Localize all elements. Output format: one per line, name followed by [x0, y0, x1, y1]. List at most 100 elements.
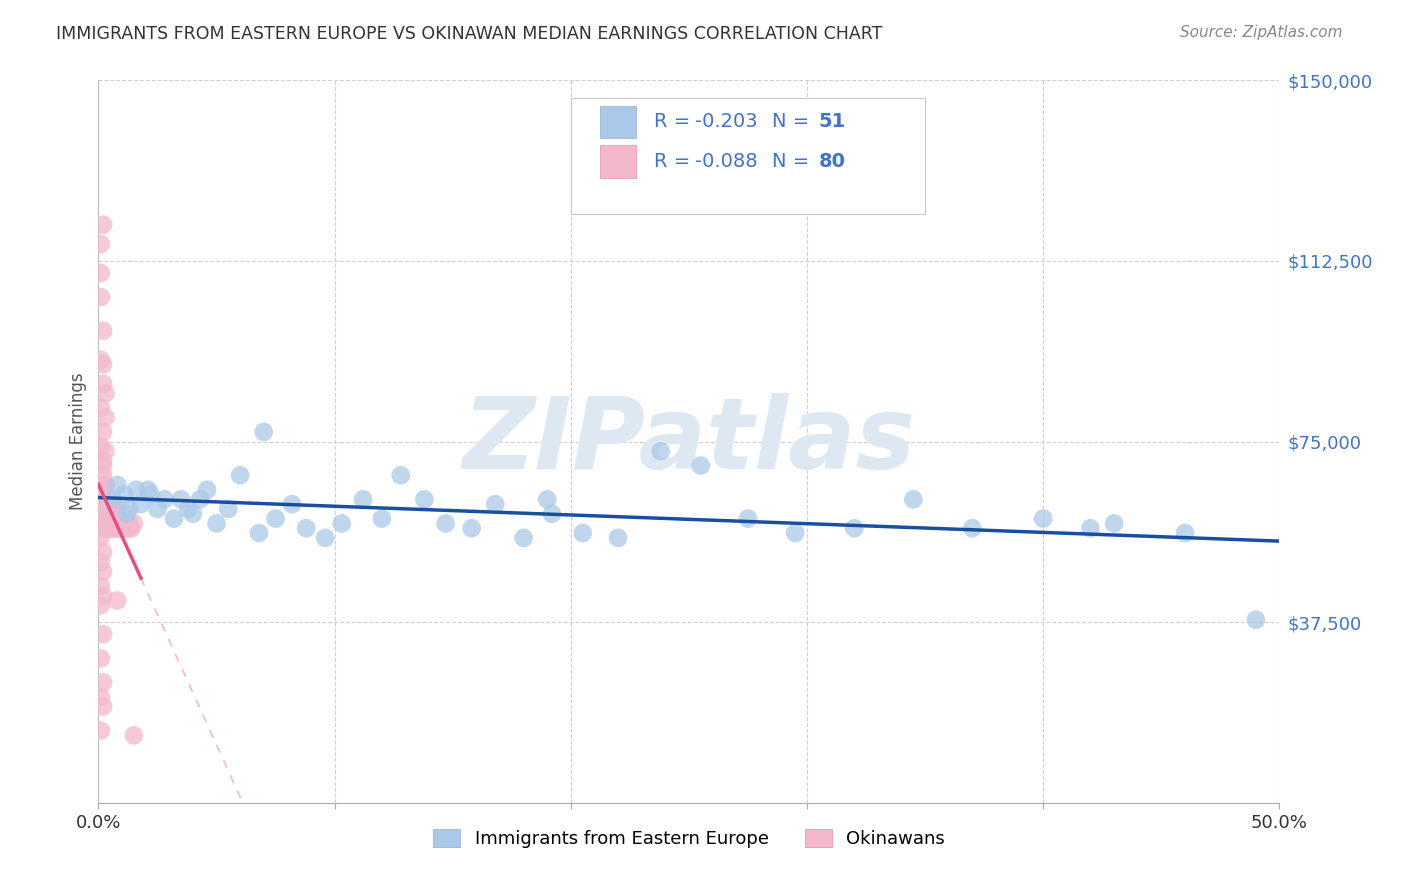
- Point: [94, 502, 117, 516]
- Point: [91, 545, 114, 559]
- Point: [91, 218, 114, 232]
- Point: [737, 511, 759, 525]
- Point: [1102, 516, 1125, 531]
- Point: [105, 502, 128, 516]
- Text: IMMIGRANTS FROM EASTERN EUROPE VS OKINAWAN MEDIAN EARNINGS CORRELATION CHART: IMMIGRANTS FROM EASTERN EUROPE VS OKINAW…: [56, 25, 883, 43]
- Point: [104, 521, 127, 535]
- Point: [101, 521, 124, 535]
- Point: [91, 589, 114, 603]
- Point: [146, 502, 169, 516]
- Point: [607, 531, 630, 545]
- Point: [118, 521, 141, 535]
- Point: [122, 516, 145, 531]
- Point: [94, 386, 117, 401]
- Legend: Immigrants from Eastern Europe, Okinawans: Immigrants from Eastern Europe, Okinawan…: [426, 822, 952, 855]
- Point: [90, 723, 112, 738]
- Text: R =: R =: [654, 112, 696, 131]
- Point: [90, 266, 112, 280]
- Point: [112, 487, 135, 501]
- Point: [115, 507, 138, 521]
- Text: -0.203: -0.203: [695, 112, 758, 131]
- Point: [91, 454, 114, 468]
- Point: [101, 502, 124, 516]
- Point: [111, 521, 134, 535]
- Point: [105, 593, 128, 607]
- Point: [153, 492, 176, 507]
- Point: [90, 555, 112, 569]
- Point: [90, 352, 112, 367]
- Point: [108, 521, 131, 535]
- Point: [91, 627, 114, 641]
- Point: [91, 511, 114, 525]
- Point: [91, 468, 114, 483]
- Point: [101, 521, 124, 535]
- Point: [112, 521, 135, 535]
- Point: [136, 483, 159, 497]
- Point: [98, 511, 121, 525]
- Point: [195, 483, 218, 497]
- Point: [434, 516, 457, 531]
- Point: [281, 497, 304, 511]
- Point: [163, 511, 186, 525]
- Point: [295, 521, 318, 535]
- Point: [1244, 613, 1267, 627]
- Point: [104, 511, 127, 525]
- Point: [91, 425, 114, 439]
- Point: [264, 511, 287, 525]
- Point: [90, 511, 112, 525]
- Point: [97, 502, 120, 516]
- Point: [650, 444, 672, 458]
- Point: [90, 651, 112, 665]
- Point: [98, 511, 121, 525]
- Point: [97, 521, 120, 535]
- Point: [97, 511, 120, 525]
- Point: [91, 376, 114, 391]
- Point: [101, 511, 124, 525]
- Text: 51: 51: [818, 112, 846, 131]
- Point: [188, 492, 211, 507]
- Point: [205, 516, 228, 531]
- Point: [253, 425, 276, 439]
- Point: [111, 521, 134, 535]
- Point: [962, 521, 984, 535]
- Point: [91, 699, 114, 714]
- Point: [844, 521, 866, 535]
- Point: [90, 579, 112, 593]
- Point: [90, 290, 112, 304]
- Point: [330, 516, 353, 531]
- Y-axis label: Median Earnings: Median Earnings: [69, 373, 87, 510]
- Point: [98, 521, 121, 535]
- Point: [122, 728, 145, 742]
- Point: [512, 531, 534, 545]
- Point: [91, 565, 114, 579]
- Point: [389, 468, 412, 483]
- Point: [90, 502, 112, 516]
- Point: [229, 468, 252, 483]
- Point: [371, 511, 394, 525]
- Point: [181, 507, 204, 521]
- Point: [98, 502, 121, 516]
- Point: [101, 492, 124, 507]
- Point: [105, 521, 128, 535]
- Point: [91, 358, 114, 372]
- Text: N =: N =: [772, 152, 815, 171]
- Point: [91, 492, 114, 507]
- Point: [91, 492, 114, 507]
- Point: [94, 521, 117, 535]
- FancyBboxPatch shape: [600, 105, 636, 138]
- Text: Source: ZipAtlas.com: Source: ZipAtlas.com: [1180, 25, 1343, 40]
- Point: [1174, 526, 1197, 541]
- Point: [170, 492, 193, 507]
- Point: [104, 511, 127, 525]
- Text: -0.088: -0.088: [695, 152, 758, 171]
- Text: ZIPatlas: ZIPatlas: [463, 393, 915, 490]
- Point: [90, 401, 112, 415]
- Point: [94, 478, 117, 492]
- Point: [177, 502, 200, 516]
- Point: [98, 521, 121, 535]
- Point: [97, 516, 120, 531]
- Point: [94, 478, 117, 492]
- Point: [125, 483, 148, 497]
- Point: [536, 492, 558, 507]
- Point: [90, 690, 112, 704]
